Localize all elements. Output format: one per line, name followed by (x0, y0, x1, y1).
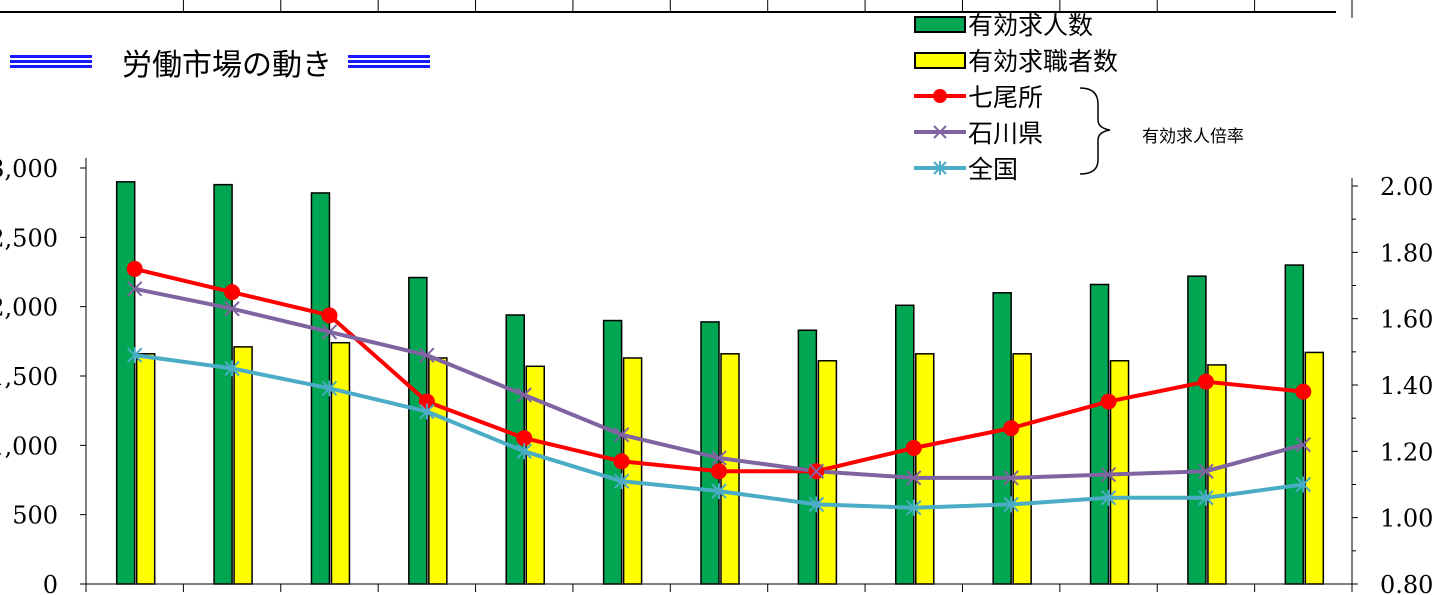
legend-label: 有効求人数 (968, 11, 1094, 40)
marker-star (1003, 496, 1019, 513)
legend-item-national: 全国 (914, 150, 1164, 186)
right-tick-label: 1.40 (1380, 372, 1433, 400)
marker-dot (1003, 420, 1020, 437)
marker-star (126, 347, 143, 364)
legend-item-ishikawa: 石川県 (914, 114, 1164, 150)
right-y-axis: 0.80 1.00 1.20 1.40 1.60 1.80 2.00 (1351, 0, 1433, 595)
marker-star (516, 443, 532, 460)
bar-job-openings (1187, 275, 1207, 585)
marker-x (1100, 466, 1117, 483)
marker-dot (126, 260, 143, 277)
marker-star (808, 496, 825, 513)
marker-star (711, 483, 727, 500)
marker-star (419, 403, 435, 420)
left-y-axis: 0 500 1,000 1,500 2,000 2,500 3,000 (0, 155, 87, 595)
title-decoration-left (10, 55, 92, 69)
left-tick-label: 2,500 (0, 224, 58, 252)
marker-star (613, 473, 630, 490)
legend-key-green-bar (914, 14, 966, 34)
marker-dot (321, 307, 338, 324)
right-tick-label: 1.00 (1380, 505, 1433, 533)
x-axis-ticks (85, 0, 1353, 592)
left-tick-label: 500 (12, 502, 58, 530)
chart-title: 労働市場の動き (122, 48, 332, 83)
legend: 有効求人数 有効求職者数 七尾所 石川県 全国 (914, 6, 1164, 186)
marker-star (1295, 476, 1312, 493)
legend-key-purple-line (914, 122, 966, 142)
bar-job-openings (797, 329, 818, 585)
marker-star (321, 380, 338, 397)
marker-dot (905, 440, 922, 457)
bar-job-openings (992, 292, 1012, 585)
marker-x (1198, 463, 1214, 479)
left-tick-label: 1,000 (0, 432, 58, 460)
bar-job-seekers (1012, 353, 1032, 585)
bar-job-openings (602, 319, 623, 585)
bar-job-seekers (915, 353, 935, 585)
marker-dot (516, 430, 533, 447)
bar-job-seekers (330, 341, 351, 585)
marker-x (808, 463, 825, 479)
marker-x (224, 301, 240, 317)
marker-star (906, 499, 922, 516)
bar-job-openings (1284, 264, 1305, 585)
legend-label: 石川県 (968, 119, 1044, 148)
left-tick-label: 1,500 (0, 363, 58, 391)
legend-key-red-line (914, 86, 966, 106)
ratio-bracket-label: 有効求人倍率 (1142, 127, 1244, 147)
marker-x (516, 387, 532, 403)
bar-job-openings (408, 276, 428, 585)
legend-bracket (1079, 87, 1111, 175)
bar-job-seekers (622, 357, 643, 585)
marker-dot (418, 393, 435, 410)
legend-key-yellow-bar (914, 50, 966, 70)
bar-job-seekers (1207, 364, 1227, 585)
marker-x (1295, 436, 1312, 453)
bar-job-seekers (233, 346, 253, 585)
marker-group (126, 260, 1312, 516)
bar-job-openings (115, 181, 136, 585)
right-tick-label: 2.00 (1380, 173, 1433, 201)
bar-job-seekers (428, 357, 448, 585)
marker-x (321, 324, 338, 340)
right-tick-label: 1.80 (1380, 239, 1433, 267)
marker-x (906, 470, 922, 486)
title-decoration-right (348, 55, 430, 69)
chart-title-group: 労働市場の動き (10, 40, 430, 84)
legend-label: 有効求職者数 (968, 47, 1119, 76)
marker-x (711, 450, 727, 466)
legend-label: 全国 (968, 155, 1019, 184)
marker-x (1003, 470, 1019, 486)
left-tick-label: 0 (43, 571, 58, 595)
marker-x (419, 347, 435, 363)
legend-key-cyan-line (914, 158, 966, 178)
marker-dot (224, 284, 241, 301)
marker-dot (613, 453, 630, 470)
left-tick-label: 2,000 (0, 294, 58, 322)
marker-dot (1100, 393, 1117, 410)
legend-item-nanao: 七尾所 (914, 78, 1164, 114)
marker-star (224, 360, 240, 377)
marker-dot (1295, 383, 1312, 400)
left-tick-label: 3,000 (0, 155, 58, 183)
legend-label: 七尾所 (968, 83, 1044, 112)
legend-item-job-openings: 有効求人数 (914, 6, 1164, 42)
marker-star (1100, 489, 1117, 506)
right-tick-label: 1.20 (1380, 438, 1433, 466)
marker-x (613, 427, 630, 443)
bar-job-openings (1089, 283, 1110, 585)
right-tick-label: 1.60 (1380, 306, 1433, 334)
marker-dot (1197, 373, 1214, 390)
bar-job-openings (213, 183, 233, 585)
marker-x (126, 281, 143, 297)
right-tick-label: 0.80 (1380, 571, 1433, 595)
marker-star (1198, 489, 1214, 506)
marker-dot (711, 463, 727, 480)
bar-job-seekers (135, 353, 156, 585)
legend-item-job-seekers: 有効求職者数 (914, 42, 1164, 78)
